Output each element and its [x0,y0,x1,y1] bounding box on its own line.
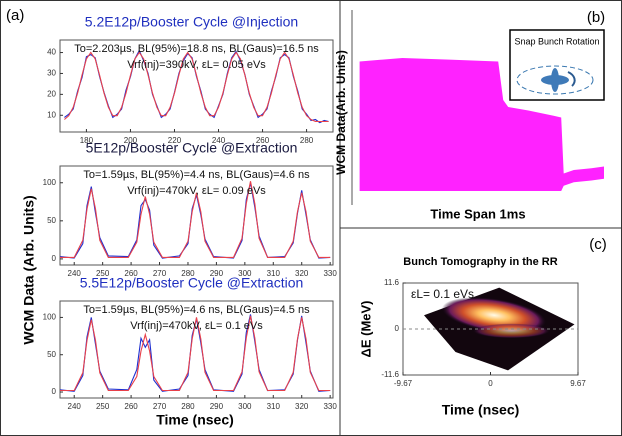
x-tick-label: 290 [210,269,224,278]
y-tick-label: 30 [47,69,56,78]
x-tick-label: 220 [168,136,182,145]
y-tick-label: -11.6 [381,370,399,379]
x-tick-label: 250 [96,269,110,278]
x-tick-label: 260 [256,136,270,145]
x-tick-label: 260 [124,269,138,278]
annotation: Vrf(inj)=470kV, εL= 0.09 eVs [127,185,266,197]
annotation: To=1.59µs, BL(95%)=4.4 ns, BL(Gaus)=4.6 … [83,169,310,181]
plot-area [59,165,334,266]
annotation: To=1.59µs, BL(95%)=4.6 ns, BL(Gaus)=4.5 … [83,304,310,316]
x-tick-label: 280 [181,402,195,411]
chart-title: 5.5E12p/Booster Cycle @Extraction [80,275,304,291]
y-tick-label: 0 [52,254,57,263]
x-tick-label: 240 [68,402,82,411]
density [473,323,550,339]
x-tick-label: 270 [153,269,167,278]
y-axis-label: WCM Data (Arb. Units) [21,195,37,344]
x-tick-label: 320 [295,402,309,411]
y-tick-label: 100 [43,313,57,322]
y-tick-label: 100 [43,178,57,187]
chart-title: Bunch Tomography in the RR [403,256,557,268]
series-line [60,315,331,392]
chart-title: 5.2E12p/Booster Cycle @Injection [85,14,298,30]
y-tick-label: 10 [47,110,56,119]
inset-bunch [551,68,559,92]
annotation: To=2.203µs, BL(95%)=18.8 ns, BL(Gaus)=16… [74,43,319,55]
x-tick-label: 200 [124,136,138,145]
x-tick-label: 240 [212,136,226,145]
panel-label: (c) [589,236,607,253]
x-tick-label: -9.67 [394,379,413,388]
inset-ellipse [516,65,594,95]
chart-title: 5E12p/Booster Cycle @Extraction [86,140,298,156]
panel-label: (a) [6,7,24,24]
series-line [64,51,329,123]
y-tick-label: 20 [47,89,56,98]
plot-area [59,39,334,133]
x-tick-label: 330 [323,402,337,411]
annotation: εL= 0.1 eVs [411,287,474,301]
x-tick-label: 300 [238,269,252,278]
x-tick-label: 310 [267,402,281,411]
y-tick-label: 0 [52,387,57,396]
inset-label: Snap Bunch Rotation [514,36,599,46]
x-tick-label: 320 [295,269,309,278]
x-axis-label: Time (nsec) [442,402,520,418]
x-tick-label: 240 [68,269,82,278]
x-tick-label: 9.67 [570,379,586,388]
y-tick-label: 50 [47,350,56,359]
x-axis-label: Time (nsec) [156,412,234,428]
x-tick-label: 280 [181,269,195,278]
x-tick-label: 330 [323,269,337,278]
y-tick-label: 0 [395,324,400,333]
x-tick-label: 310 [267,269,281,278]
annotation: Vrf(inj)=390kV, εL= 0.05 eVs [127,59,266,71]
x-tick-label: 280 [300,136,314,145]
x-tick-label: 270 [153,402,167,411]
x-tick-label: 250 [96,402,110,411]
x-tick-label: 0 [488,379,493,388]
annotation: Vrf(inj)=470kV, εL= 0.1 eVs [130,320,263,332]
y-axis-label: ΔE (MeV) [358,300,373,357]
x-tick-label: 300 [238,402,252,411]
x-axis-label: Time Span 1ms [430,206,525,221]
series-line [60,181,331,258]
y-axis-label: WCM Data(Arb. Units) [334,50,348,175]
y-tick-label: 40 [47,48,56,57]
y-tick-label: 50 [47,216,56,225]
x-tick-label: 290 [210,402,224,411]
panel-label: (b) [587,9,605,26]
signal-band [359,58,604,191]
y-tick-label: 11.6 [384,278,400,287]
inset-arrow [567,71,576,87]
x-tick-label: 260 [124,402,138,411]
x-tick-label: 180 [80,136,94,145]
